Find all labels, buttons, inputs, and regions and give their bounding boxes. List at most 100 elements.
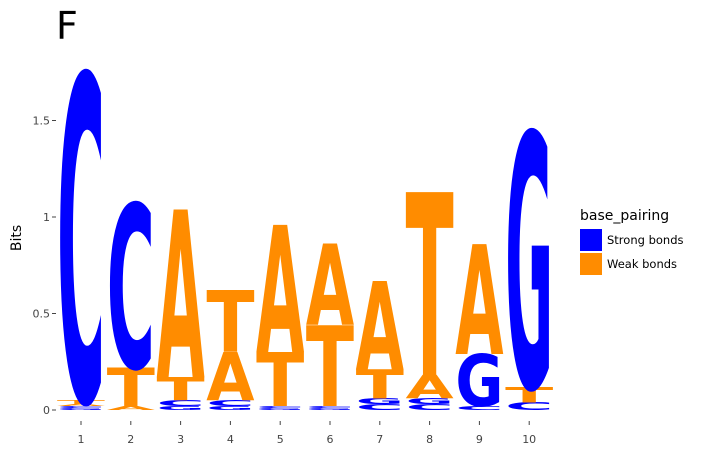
logo-letter-glyph: C	[405, 403, 453, 412]
logo-letter-a: A	[356, 256, 404, 398]
logo-letter-c: C	[356, 403, 404, 412]
y-tick-label: 0.5	[33, 308, 51, 321]
logo-letter-c: C	[306, 406, 354, 409]
logo-letter-glyph: T	[406, 142, 454, 435]
logo-letter-glyph: A	[206, 340, 255, 417]
logo-letter-c: C	[57, 406, 105, 409]
logo-letter-glyph: T	[356, 362, 404, 408]
logo-letter-glyph: T	[107, 357, 156, 419]
logo-letter-t: T	[505, 383, 554, 407]
logo-letter-a: A	[206, 340, 255, 417]
logo-letter-glyph: C	[57, 406, 105, 409]
logo-letter-glyph: C	[107, 160, 155, 422]
logo-letter-c: C	[57, 0, 105, 457]
logo-letter-glyph: C	[206, 399, 254, 408]
x-tick-label: 7	[376, 433, 383, 446]
logo-letter-glyph: C	[57, 0, 105, 457]
logo-letter-g: G	[256, 408, 304, 411]
logo-letter-c: C	[206, 399, 254, 408]
logo-letter-glyph: G	[306, 408, 354, 411]
logo-letter-c: C	[156, 399, 204, 408]
logo-letter-g: G	[206, 405, 254, 411]
logo-letter-glyph: T	[256, 339, 304, 425]
y-axis: 0 0.5 1 1.5	[33, 115, 56, 417]
logo-letter-glyph: T	[306, 304, 354, 433]
x-tick-label: 8	[426, 433, 433, 446]
logo-letter-glyph: C	[455, 405, 503, 411]
logo-letter-glyph: A	[57, 404, 105, 407]
legend-item-weak: Weak bonds	[580, 252, 683, 276]
logo-letter-t: T	[57, 399, 105, 405]
logo-letter-glyph: A	[306, 223, 354, 352]
logo-letter-g: G	[455, 341, 503, 424]
logo-letter-glyph: A	[356, 256, 404, 398]
logo-letter-glyph: C	[356, 403, 404, 412]
legend-label-strong: Strong bonds	[607, 233, 684, 247]
logo-letter-glyph: G	[256, 408, 304, 411]
logo-letter-glyph: T	[57, 399, 105, 405]
logo-letter-a: A	[455, 216, 503, 391]
logo-letter-g: G	[157, 405, 205, 411]
logo-letter-t: T	[356, 362, 404, 408]
logo-letter-glyph: C	[505, 400, 553, 412]
x-tick-label: 1	[78, 433, 85, 446]
logo-letter-glyph: T	[505, 383, 554, 407]
x-axis: 1 2 3 4 5 6 7 8 9 10	[78, 421, 536, 446]
logo-letter-glyph: A	[156, 164, 204, 432]
logo-letter-c: C	[505, 400, 553, 412]
logo-letter-g: G	[306, 408, 354, 411]
logo-letter-c: C	[107, 160, 155, 422]
x-tick-label: 4	[227, 433, 234, 446]
logo-letter-glyph: A	[405, 369, 454, 406]
x-tick-label: 3	[177, 433, 184, 446]
logo-letter-glyph: G	[57, 408, 105, 411]
logo-letter-t: T	[157, 371, 206, 408]
x-tick-label: 5	[277, 433, 284, 446]
logo-letter-t: T	[306, 304, 354, 433]
x-tick-label: 9	[476, 433, 483, 446]
logo-letter-glyph: C	[306, 406, 354, 409]
logo-letter-c: C	[405, 403, 453, 412]
logo-letter-g: G	[406, 397, 454, 406]
logo-letter-a: A	[57, 404, 105, 407]
logo-letter-c: C	[256, 406, 304, 409]
logo-letter-g: G	[356, 397, 404, 406]
x-tick-label: 2	[127, 433, 134, 446]
logo-letter-a: A	[256, 190, 304, 394]
logo-letter-glyph: A	[107, 405, 155, 411]
logo-letter-a: A	[405, 369, 454, 406]
y-tick-label: 1	[43, 211, 50, 224]
legend-title: base_pairing	[580, 208, 670, 224]
logo-letter-glyph: G	[505, 65, 553, 457]
panel-label: F	[56, 4, 78, 48]
logo-letter-glyph: G	[406, 397, 454, 406]
logo-letter-a: A	[107, 405, 155, 411]
y-tick-label: 1.5	[33, 115, 51, 128]
logo-letter-a: A	[156, 164, 204, 432]
logo-letter-t: T	[107, 357, 156, 419]
x-tick-label: 6	[327, 433, 334, 446]
logo-letter-t: T	[256, 339, 304, 425]
logo-letter-t: T	[406, 142, 454, 435]
x-tick-label: 10	[522, 433, 536, 446]
logo-letter-glyph: T	[206, 275, 254, 373]
legend-item-strong: Strong bonds	[580, 228, 683, 252]
logo-letter-c: C	[455, 405, 503, 411]
logo-letter-glyph: G	[455, 341, 503, 424]
logo-letter-a: A	[306, 223, 354, 352]
logo-letter-glyph: C	[156, 399, 204, 408]
legend: base_pairing Strong bonds Weak bonds	[580, 208, 683, 276]
logo-letter-g: G	[57, 408, 105, 411]
logo-letter-glyph: A	[256, 190, 304, 394]
logo-letter-glyph: G	[157, 405, 205, 411]
y-tick-label: 0	[43, 404, 50, 417]
logo-letter-glyph: A	[455, 216, 503, 391]
legend-swatch-strong	[580, 229, 602, 251]
logo-letter-glyph: G	[356, 397, 404, 406]
legend-swatch-weak	[580, 253, 602, 275]
logo-letter-glyph: G	[206, 405, 254, 411]
logo-letter-glyph: C	[256, 406, 304, 409]
logo-letter-t: T	[206, 275, 254, 373]
